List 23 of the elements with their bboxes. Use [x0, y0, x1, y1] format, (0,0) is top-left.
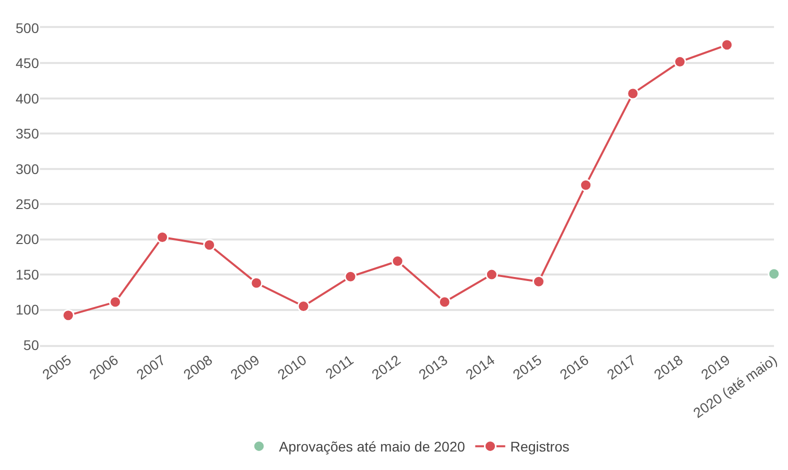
point [485, 268, 498, 281]
point [391, 254, 404, 268]
point [720, 38, 734, 52]
y-tick-label: 250 [16, 196, 40, 212]
point [532, 275, 545, 288]
y-tick-label: 300 [16, 160, 40, 177]
y-tick-label: 350 [16, 126, 40, 142]
y-tick-label: 50 [23, 336, 40, 353]
y-tick-label: 400 [16, 90, 40, 106]
point [768, 268, 780, 280]
point [626, 87, 640, 100]
point [438, 296, 451, 308]
point [344, 270, 357, 283]
legend-label: Registros [510, 438, 570, 455]
x-tick-label: 2011 [322, 352, 356, 382]
y-tick-label: 500 [16, 20, 40, 36]
y-tick-label: 100 [16, 302, 40, 318]
y-tick-label: 150 [16, 266, 40, 282]
point [203, 238, 216, 252]
point [250, 276, 263, 290]
y-tick-label: 200 [16, 231, 40, 248]
legend-label: Aprovações até maio de 2020 [279, 438, 466, 455]
y-tick-label: 450 [16, 55, 40, 72]
